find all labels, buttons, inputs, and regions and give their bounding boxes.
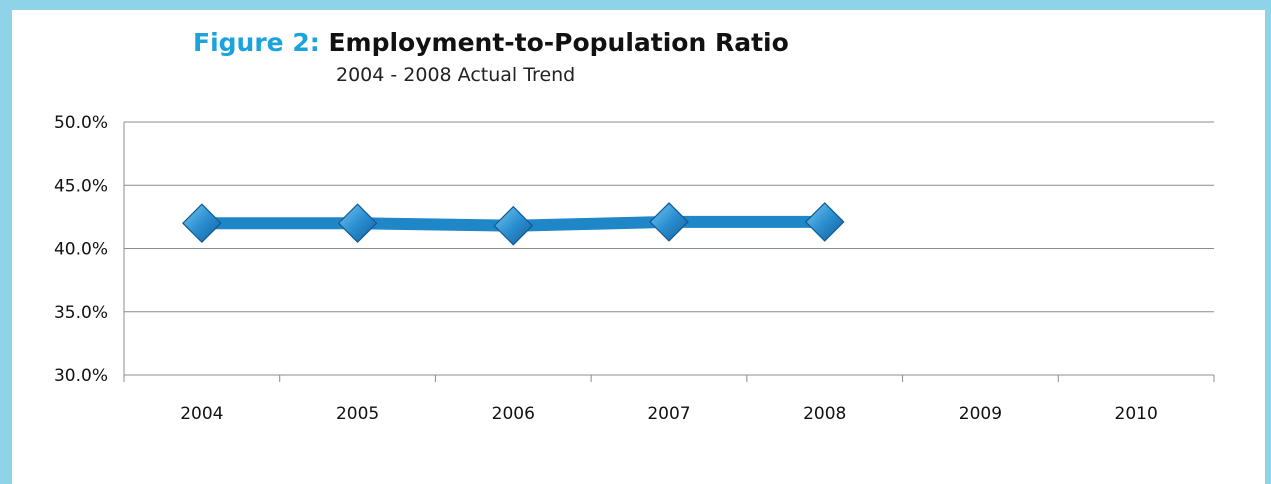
data-point-2006 bbox=[493, 205, 534, 246]
chart-title: Figure 2: Employment-to-Population Ratio bbox=[193, 28, 789, 57]
x-tick-label: 2010 bbox=[1115, 404, 1158, 424]
data-point-2005 bbox=[337, 203, 378, 244]
x-tick-label: 2005 bbox=[336, 404, 379, 424]
chart-title-main: Employment-to-Population Ratio bbox=[328, 28, 789, 57]
y-tick-label: 40.0% bbox=[54, 240, 108, 260]
data-point-2007 bbox=[649, 202, 689, 242]
x-tick-label: 2004 bbox=[180, 404, 223, 424]
x-tick-label: 2007 bbox=[647, 404, 690, 424]
x-tick-label: 2008 bbox=[803, 404, 846, 424]
x-tick-label: 2009 bbox=[959, 404, 1002, 424]
y-tick-label: 30.0% bbox=[54, 366, 108, 386]
data-point-2008 bbox=[804, 202, 845, 242]
y-tick-label: 35.0% bbox=[54, 303, 108, 323]
chart-title-prefix: Figure 2: bbox=[193, 28, 320, 57]
y-tick-label: 45.0% bbox=[54, 176, 108, 196]
chart-subtitle: 2004 - 2008 Actual Trend bbox=[336, 64, 576, 86]
data-point-2004 bbox=[182, 203, 222, 244]
y-tick-label: 50.0% bbox=[54, 113, 108, 133]
x-tick-label: 2006 bbox=[492, 404, 535, 424]
